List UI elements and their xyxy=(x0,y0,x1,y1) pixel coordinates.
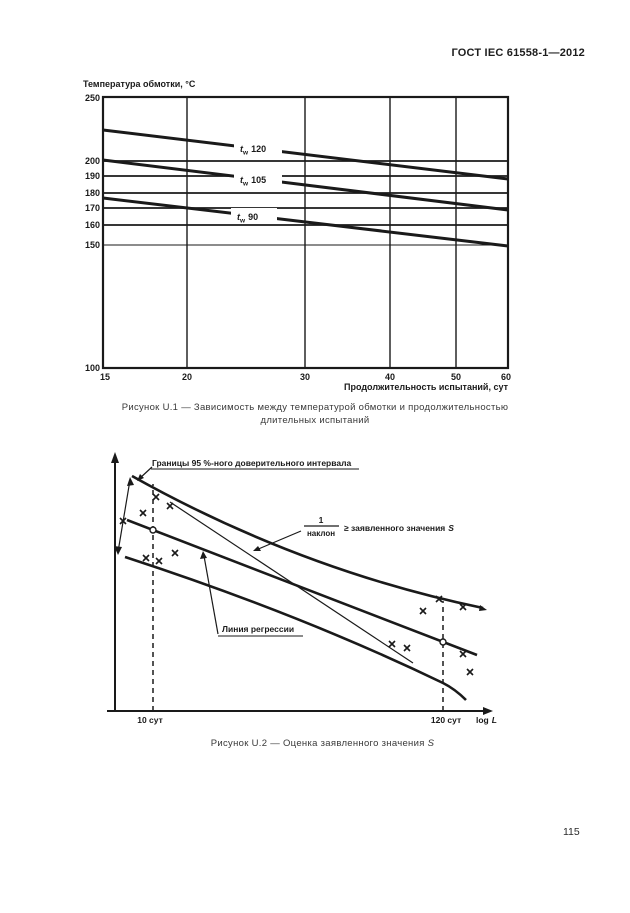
u1-x-tick: 50 xyxy=(451,372,461,382)
page-number: 115 xyxy=(563,826,580,838)
u2-slope-line xyxy=(169,501,414,664)
u1-y-tick: 150 xyxy=(85,240,100,250)
u2-ci-label: Границы 95 %-ного доверительного интерва… xyxy=(152,458,351,468)
u2-upper-curve-arrowhead xyxy=(479,605,487,611)
u2-formula: 1 наклон ≥ заявленного значения S xyxy=(304,515,454,538)
u1-line-tw90 xyxy=(102,196,509,248)
u1-x-tick: 20 xyxy=(182,372,192,382)
u1-y-tick: 190 xyxy=(85,171,100,181)
u2-x-label-10days: 10 сут xyxy=(137,715,163,725)
u2-x-label-120days: 120 сут xyxy=(431,715,461,725)
u1-line-tw120 xyxy=(102,128,509,181)
u2-regression-label: Линия регрессии xyxy=(222,624,294,634)
u1-y-tick: 170 xyxy=(85,203,100,213)
u2-ci-double-arrow xyxy=(114,477,134,555)
u2-formula-rhs: ≥ заявленного значения S xyxy=(344,523,454,533)
u2-x-axis-labels: 10 сут 120 сут log L xyxy=(137,715,497,725)
u1-line-label-tw105: tw 105 xyxy=(240,175,266,188)
u1-line-label-tw90: tw 90 xyxy=(237,212,258,225)
u2-curves xyxy=(124,474,484,701)
figure-u2-diagram: Границы 95 %-ного доверительного интерва… xyxy=(107,452,497,725)
u1-x-tick: 40 xyxy=(385,372,395,382)
u2-axes xyxy=(107,452,493,715)
u2-data-point-marks xyxy=(119,493,474,676)
u1-line-tw105 xyxy=(102,158,509,212)
u2-upper-confidence-curve xyxy=(131,474,484,610)
u2-x-label-logl: log L xyxy=(476,715,497,725)
u1-vertical-gridlines xyxy=(186,97,457,368)
u1-y-tick: 160 xyxy=(85,220,100,230)
u1-x-axis-title: Продолжительность испытаний, сут xyxy=(344,382,509,392)
figure-u1-chart: Температура обмотки, °С 250 200 190 180 … xyxy=(83,79,511,392)
u1-x-tick: 15 xyxy=(100,372,110,382)
u2-caption-variable: S xyxy=(427,738,435,749)
u1-x-tick: 60 xyxy=(501,372,511,382)
u1-line-labels: tw 120 tw 105 tw 90 xyxy=(231,140,282,225)
u1-x-tick: 30 xyxy=(300,372,310,382)
u1-y-tick: 200 xyxy=(85,156,100,166)
u2-regression-pointer xyxy=(200,551,219,635)
u1-y-tick: 100 xyxy=(85,363,100,373)
document-header-title: ГОСТ IEC 61558-1—2012 xyxy=(451,47,585,59)
u2-sample-circles xyxy=(149,526,447,646)
u2-formula-pointer xyxy=(253,530,302,551)
u2-caption-text: Рисунок U.2 — Оценка заявленного значени… xyxy=(210,738,425,749)
u1-data-lines xyxy=(102,128,509,248)
u2-regression-line xyxy=(126,518,478,657)
u1-y-tick-labels: 250 200 190 180 170 160 150 100 xyxy=(85,93,100,373)
u2-formula-numerator: 1 xyxy=(319,515,324,525)
u2-dashed-markers xyxy=(152,484,444,711)
u1-y-tick: 250 xyxy=(85,93,100,103)
u2-formula-denominator: наклон xyxy=(307,529,335,538)
u2-lower-confidence-curve xyxy=(124,555,467,701)
figure-u2-caption: Рисунок U.2 — Оценка заявленного значени… xyxy=(0,737,630,750)
u2-ci-pointer xyxy=(137,466,153,481)
u1-x-tick-labels: 15 20 30 40 50 60 xyxy=(100,372,511,382)
u1-y-tick: 180 xyxy=(85,188,100,198)
figure-u1-caption: Рисунок U.1 — Зависимость между температ… xyxy=(121,402,509,426)
u1-line-label-tw120: tw 120 xyxy=(240,144,266,157)
u1-y-axis-title: Температура обмотки, °С xyxy=(83,79,196,89)
